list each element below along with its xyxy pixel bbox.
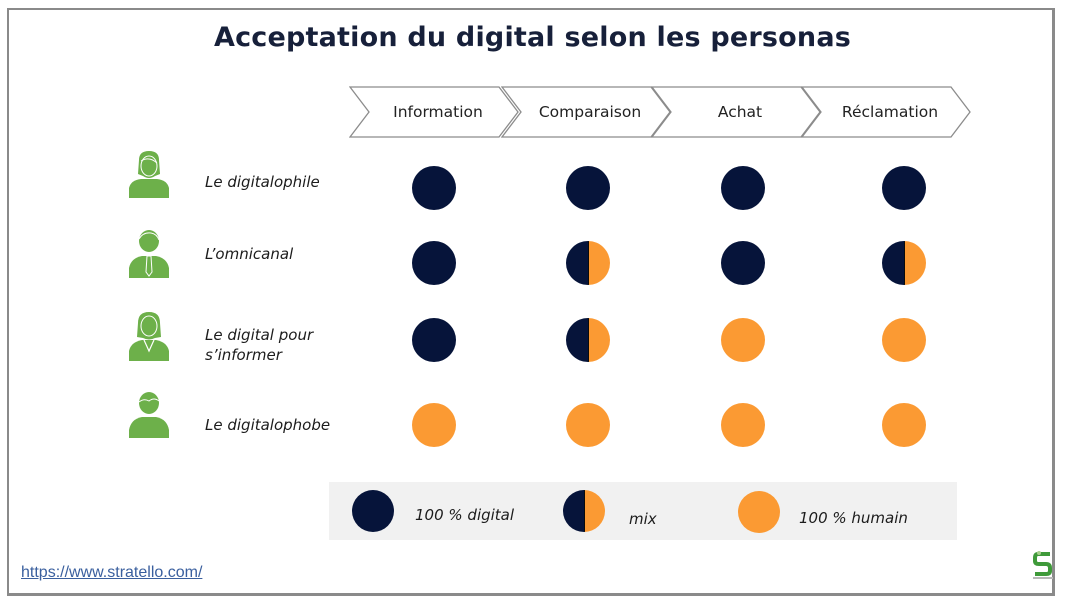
page-title: Acceptation du digital selon les persona… [213,22,852,53]
man-tie-icon [129,230,169,278]
chevron-shape-icon [651,86,821,138]
stage-achat: Achat [651,86,821,138]
legend: 100 % digital mix 100 % humain [329,482,957,540]
acceptance-dot-digital-icon [721,241,765,285]
footer-url-link[interactable]: https://www.stratello.com/ [21,564,203,581]
acceptance-dot-digital-icon [412,318,456,362]
stage-reclamation: Réclamation [801,86,971,138]
legend-mix-label: mix [629,510,657,528]
persona-name-line2: s’informer [205,346,282,364]
acceptance-dot-digital-icon [412,166,456,210]
chevron-shape-icon [349,86,519,138]
legend-digital-label: 100 % digital [415,506,515,524]
acceptance-dot-humain-icon [882,403,926,447]
stage-label: Réclamation [841,103,939,121]
acceptance-dot-digital-icon [566,166,610,210]
legend-humain-dot-icon [738,491,780,533]
woman-suit-icon [129,312,169,361]
acceptance-dot-digital-icon [412,241,456,285]
stage-comparaison: Comparaison [501,86,671,138]
persona-name-line1: Le digital pour [205,326,314,344]
acceptance-dot-digital-icon [882,166,926,210]
acceptance-dot-mix-icon [566,241,610,285]
stage-label: Comparaison [538,103,642,121]
stage-chevrons: Information Comparaison Achat Réclamatio… [349,86,971,138]
acceptance-dot-humain-icon [721,403,765,447]
acceptance-dot-mix-icon [566,318,610,362]
persona-name: L’omnicanal [205,245,294,263]
chevron-shape-icon [801,86,971,138]
woman-icon [129,151,169,198]
man-icon [129,392,169,438]
acceptance-dot-humain-icon [882,318,926,362]
stage-label: Achat [717,103,763,121]
chevron-shape-icon [501,86,671,138]
acceptance-dot-humain-icon [721,318,765,362]
stratello-logo-icon [1033,551,1053,579]
legend-mix-dot-icon [563,490,605,532]
persona-name: Le digitalophobe [205,416,331,434]
stage-information: Information [349,86,519,138]
persona-name: Le digital pour s’informer [205,325,313,365]
acceptance-dot-mix-icon [882,241,926,285]
legend-humain-label: 100 % humain [799,509,908,527]
acceptance-dot-humain-icon [566,403,610,447]
acceptance-dot-humain-icon [412,403,456,447]
acceptance-dot-digital-icon [721,166,765,210]
legend-digital-dot-icon [352,490,394,532]
stage-label: Information [393,103,483,121]
persona-name: Le digitalophile [205,173,320,191]
